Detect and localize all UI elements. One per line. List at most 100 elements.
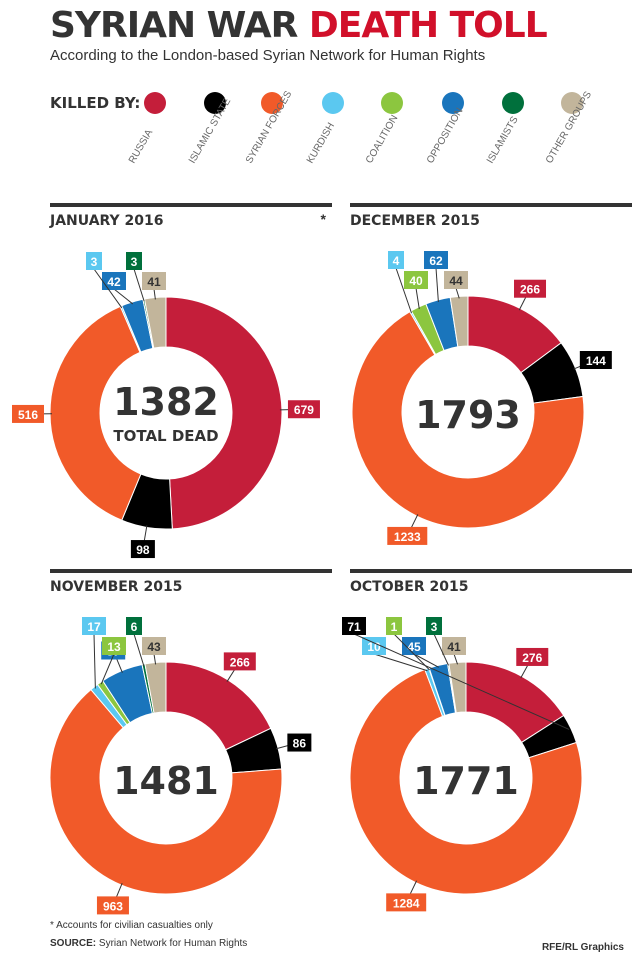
data-label-other-groups: 41 — [147, 275, 161, 289]
data-label-box-opposition — [424, 251, 448, 269]
slice-syrian-forces — [49, 688, 283, 895]
title-part-2: DEATH TOLL — [308, 5, 548, 46]
legend-swatch-russia — [144, 92, 166, 114]
source-line: SOURCE: Syrian Network for Human Rights — [50, 938, 247, 949]
legend-swatch-islamic-state — [204, 92, 226, 114]
legend-swatch-coalition — [381, 92, 403, 114]
data-label-islamic-state: 144 — [586, 354, 606, 368]
panel-rule — [50, 569, 332, 573]
donut-1: 266 144 1233 44 62 40 4 1793 — [351, 251, 612, 545]
panel-title: JANUARY 2016 — [50, 213, 164, 229]
leader-line-kurdish — [93, 633, 96, 689]
legend-swatch-other-groups — [561, 92, 583, 114]
data-label-box-kurdish — [86, 252, 102, 270]
panel-january-2016: JANUARY 2016 * — [50, 203, 332, 563]
data-label-box-other-groups — [142, 637, 166, 655]
center-total: 1481 — [113, 759, 219, 803]
donut-3: 276 1284 41 3 45 1 10 71 1771 — [342, 617, 583, 912]
data-label-opposition: 42 — [107, 275, 121, 289]
data-label-box-other-groups — [142, 272, 166, 290]
data-label-coalition: 40 — [409, 274, 423, 288]
data-label-russia: 266 — [520, 283, 540, 297]
center-total: 1793 — [415, 393, 521, 437]
page-subtitle: According to the London-based Syrian Net… — [50, 47, 486, 64]
leader-line-kurdish — [93, 268, 123, 309]
data-label-box-other-groups — [442, 637, 466, 655]
data-label-box-russia — [516, 647, 549, 666]
leader-line-kurdish — [395, 267, 412, 314]
data-label-islamic-state: 71 — [347, 620, 361, 634]
data-label-syrian-forces: 963 — [103, 899, 123, 913]
data-label-syrian-forces: 1233 — [394, 530, 421, 544]
leader-line-islamists — [133, 633, 145, 667]
leader-line-other-groups — [153, 653, 157, 665]
leader-line-other-groups — [453, 653, 458, 665]
data-label-box-islamic-state — [342, 617, 366, 635]
title-part-1: SYRIAN WAR — [50, 5, 298, 46]
panel-november-2015: NOVEMBER 2015 — [50, 569, 332, 909]
data-label-box-kurdish — [82, 617, 106, 635]
data-label-box-coalition — [102, 637, 126, 655]
leader-line-islamic-state — [353, 633, 570, 730]
data-label-box-syrian-forces — [96, 896, 129, 915]
data-label-islamic-state: 86 — [293, 737, 307, 751]
slice-other-groups — [449, 295, 469, 348]
data-label-box-kurdish — [362, 637, 386, 655]
donut-0: 679 98 516 41 3 42 3 1382 TOTAL DEAD — [12, 252, 320, 559]
data-label-box-russia — [287, 400, 320, 419]
data-label-kurdish: 4 — [393, 254, 400, 268]
data-label-kurdish: 10 — [367, 640, 381, 654]
legend-swatch-opposition — [442, 92, 464, 114]
page-title: SYRIAN WAR DEATH TOLL — [50, 4, 548, 48]
source-label: SOURCE: — [50, 938, 97, 949]
data-label-box-syrian-forces — [386, 893, 427, 912]
panel-title: NOVEMBER 2015 — [50, 579, 183, 595]
leader-line-opposition — [113, 288, 134, 305]
data-label-box-syrian-forces — [12, 404, 45, 423]
data-label-box-islamists — [126, 252, 142, 270]
leader-line-islamists — [433, 633, 449, 666]
data-label-box-kurdish — [388, 251, 404, 269]
slice-syrian-forces — [349, 668, 583, 895]
panel-rule — [350, 203, 632, 207]
slice-syrian-forces — [49, 305, 142, 521]
slice-other-groups — [143, 296, 167, 349]
center-total: 1382 — [113, 380, 219, 424]
slice-other-groups — [144, 661, 167, 714]
data-label-coalition: 1 — [391, 620, 398, 634]
data-label-box-opposition — [102, 272, 126, 290]
leader-line-other-groups — [153, 288, 156, 300]
data-label-box-syrian-forces — [387, 526, 428, 545]
legend-swatch-syrian-forces — [261, 92, 283, 114]
data-label-russia: 679 — [294, 403, 314, 417]
panel-asterisk: * — [320, 211, 326, 227]
leader-line-coalition — [393, 633, 430, 671]
data-label-islamic-state: 98 — [136, 543, 150, 557]
data-label-box-islamic-state — [287, 733, 312, 752]
data-label-other-groups: 43 — [147, 640, 161, 654]
data-label-syrian-forces: 1284 — [393, 896, 420, 910]
graphics-credit: RFE/RL Graphics — [541, 942, 624, 953]
data-label-other-groups: 44 — [449, 274, 463, 288]
leader-line-opposition — [413, 653, 439, 668]
data-label-box-opposition — [402, 637, 426, 655]
data-label-russia: 266 — [230, 655, 250, 669]
leader-line-islamists — [133, 268, 145, 302]
data-label-kurdish: 3 — [91, 255, 98, 269]
data-label-box-other-groups — [444, 271, 468, 289]
data-label-box-islamic-state — [130, 540, 155, 559]
footnote: * Accounts for civilian casualties only — [50, 920, 213, 931]
data-label-islamists: 6 — [131, 620, 138, 634]
panel-title: DECEMBER 2015 — [350, 213, 480, 229]
center-label: TOTAL DEAD — [113, 427, 218, 445]
data-label-islamists: 3 — [131, 255, 138, 269]
leader-line-opposition — [435, 267, 439, 302]
data-label-other-groups: 41 — [447, 640, 461, 654]
data-label-box-coalition — [386, 617, 402, 635]
data-label-box-russia — [514, 279, 547, 298]
data-label-islamists: 3 — [431, 620, 438, 634]
data-label-box-islamic-state — [579, 351, 612, 370]
legend-swatch-kurdish — [322, 92, 344, 114]
leader-line-kurdish — [373, 653, 428, 672]
data-label-box-islamists — [126, 617, 142, 635]
